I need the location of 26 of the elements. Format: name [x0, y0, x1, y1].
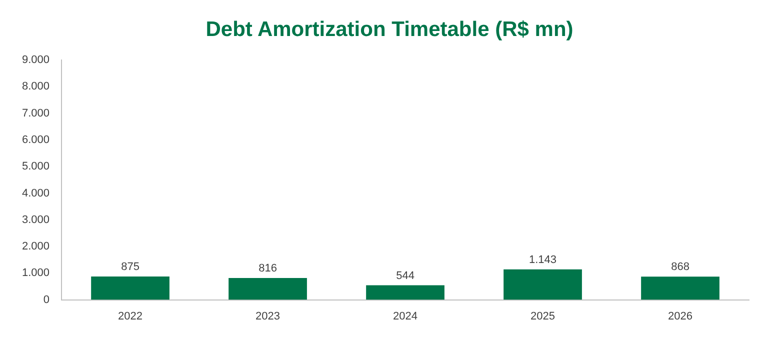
x-tick-label: 2026 [668, 310, 692, 322]
bar [91, 276, 170, 300]
data-label: 1.143 [528, 254, 557, 266]
y-tick-label: 6.000 [22, 134, 50, 146]
y-tick-label: 9.000 [22, 54, 50, 66]
y-tick-label: 5.000 [22, 160, 50, 173]
y-tick-label: 8.000 [22, 80, 50, 93]
y-tick-label: 1.000 [22, 267, 50, 280]
y-tick-label: 2.000 [22, 240, 50, 253]
data-label: 868 [671, 261, 690, 274]
x-tick-label: 2025 [530, 310, 555, 322]
bar [366, 285, 444, 300]
bar [228, 278, 307, 300]
bar [504, 269, 582, 300]
x-tick-label: 2024 [393, 310, 418, 322]
x-tick-label: 2023 [256, 310, 280, 322]
data-label: 875 [121, 261, 140, 274]
x-tick-label: 2022 [118, 310, 143, 322]
y-tick-label: 0 [43, 294, 50, 306]
y-tick-label: 7.000 [22, 107, 50, 120]
data-label: 544 [396, 270, 414, 282]
data-label: 816 [258, 262, 277, 275]
bar [641, 276, 720, 300]
y-tick-label: 4.000 [22, 187, 50, 200]
y-tick-label: 3.000 [22, 214, 50, 226]
chart-title: Debt Amortization Timetable (R$ mn) [204, 18, 574, 42]
